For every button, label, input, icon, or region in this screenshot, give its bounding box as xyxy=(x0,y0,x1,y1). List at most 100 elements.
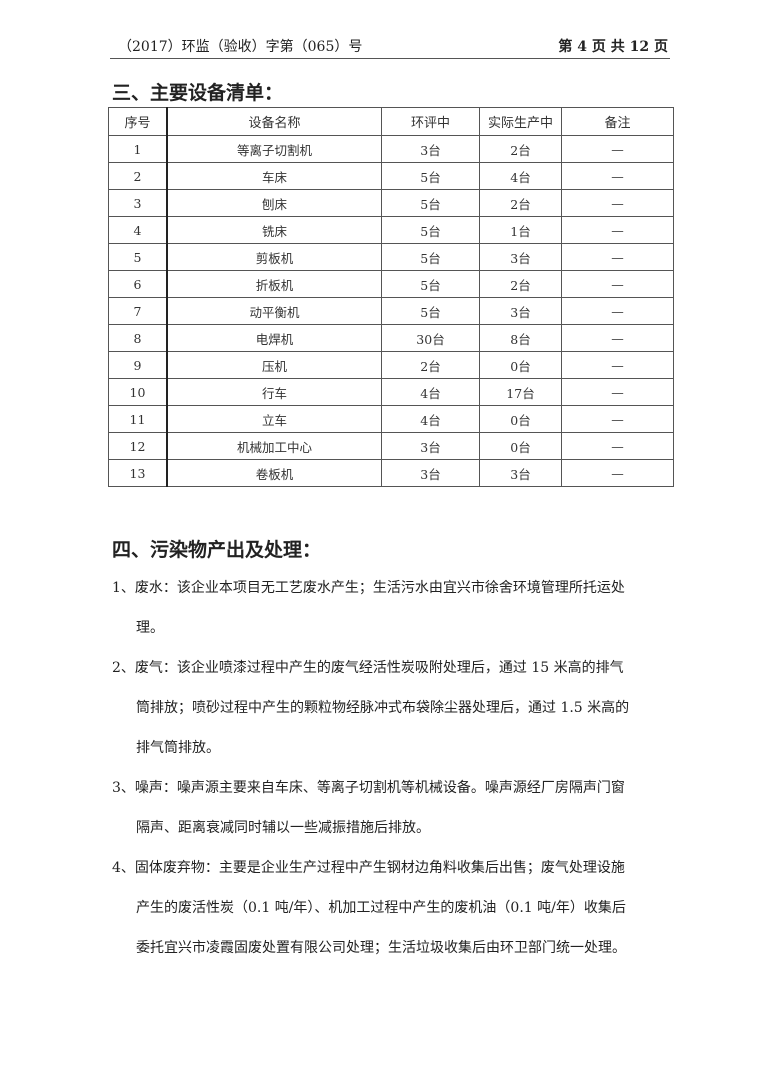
column-header: 实际生产中 xyxy=(479,107,562,136)
table-row: 1 等离子切割机 3台 2台 — xyxy=(108,135,674,163)
table-cell: 4 xyxy=(108,216,168,244)
table-cell: 剪板机 xyxy=(166,243,382,271)
table-cell: 5台 xyxy=(381,162,480,190)
table-cell: 3台 xyxy=(381,135,480,163)
table-cell: — xyxy=(561,270,674,298)
table-cell: 5台 xyxy=(381,243,480,271)
table-cell: 12 xyxy=(108,432,168,460)
table-cell: 17台 xyxy=(479,378,562,406)
paragraph-line: 3、噪声：噪声源主要来自车床、等离子切割机等机械设备。噪声源经厂房隔声门窗 xyxy=(112,780,625,796)
column-header: 环评中 xyxy=(381,107,480,136)
table-cell: 电焊机 xyxy=(166,324,382,352)
table-cell: — xyxy=(561,432,674,460)
table-cell: — xyxy=(561,243,674,271)
table-cell: 4台 xyxy=(479,162,562,190)
table-row: 13 卷板机 3台 3台 — xyxy=(108,459,674,487)
paragraph-line: 排气筒排放。 xyxy=(136,740,220,756)
table-row: 5 剪板机 5台 3台 — xyxy=(108,243,674,271)
table-cell: 0台 xyxy=(479,432,562,460)
table-cell: 6 xyxy=(108,270,168,298)
table-cell: 4台 xyxy=(381,378,480,406)
table-row: 11 立车 4台 0台 — xyxy=(108,405,674,433)
table-row: 3 刨床 5台 2台 — xyxy=(108,189,674,217)
table-row: 7 动平衡机 5台 3台 — xyxy=(108,297,674,325)
table-cell: 0台 xyxy=(479,351,562,379)
table-cell: 30台 xyxy=(381,324,480,352)
table-cell: 车床 xyxy=(166,162,382,190)
table-cell: 7 xyxy=(108,297,168,325)
table-cell: — xyxy=(561,189,674,217)
table-cell: 3 xyxy=(108,189,168,217)
table-row: 4 铣床 5台 1台 — xyxy=(108,216,674,244)
table-cell: — xyxy=(561,324,674,352)
column-header: 序号 xyxy=(108,107,168,136)
table-cell: 1台 xyxy=(479,216,562,244)
section4-title: 四、污染物产出及处理： xyxy=(112,539,322,561)
table-cell: 8台 xyxy=(479,324,562,352)
table-cell: 5台 xyxy=(381,189,480,217)
table-cell: 2 xyxy=(108,162,168,190)
table-cell: — xyxy=(561,216,674,244)
table-cell: 3台 xyxy=(479,459,562,487)
table-cell: 铣床 xyxy=(166,216,382,244)
table-cell: 2台 xyxy=(479,135,562,163)
table-cell: 10 xyxy=(108,378,168,406)
table-cell: — xyxy=(561,351,674,379)
pollutant-item: 1、废水：该企业本项目无工艺废水产生；生活污水由宜兴市徐舍环境管理所托运处理。 xyxy=(112,568,682,648)
table-cell: — xyxy=(561,378,674,406)
table-cell: 1 xyxy=(108,135,168,163)
paragraph-line: 理。 xyxy=(136,620,164,636)
paragraph-line: 2、废气：该企业喷漆过程中产生的废气经活性炭吸附处理后，通过 15 米高的排气 xyxy=(112,660,624,676)
column-header: 设备名称 xyxy=(166,107,382,136)
table-cell: — xyxy=(561,459,674,487)
paragraph-line: 1、废水：该企业本项目无工艺废水产生；生活污水由宜兴市徐舍环境管理所托运处 xyxy=(112,580,625,596)
table-cell: 13 xyxy=(108,459,168,487)
table-cell: 0台 xyxy=(479,405,562,433)
paragraph-line: 隔声、距离衰减同时辅以一些减振措施后排放。 xyxy=(136,820,430,836)
table-cell: 5 xyxy=(108,243,168,271)
table-cell: 3台 xyxy=(479,297,562,325)
table-cell: 行车 xyxy=(166,378,382,406)
table-cell: 2台 xyxy=(479,270,562,298)
table-row: 9 压机 2台 0台 — xyxy=(108,351,674,379)
table-cell: 9 xyxy=(108,351,168,379)
equipment-table: 序号 设备名称 环评中 实际生产中 备注 1 等离子切割机 3台 2台 —2 车床 5台 4台 —3 刨床… xyxy=(108,107,674,487)
table-cell: 8 xyxy=(108,324,168,352)
pollutant-item: 4、固体废弃物：主要是企业生产过程中产生钢材边角料收集后出售；废气处理设施产生的… xyxy=(112,848,682,968)
table-cell: 2台 xyxy=(381,351,480,379)
table-row: 8 电焊机 30台 8台 — xyxy=(108,324,674,352)
table-row: 6 折板机 5台 2台 — xyxy=(108,270,674,298)
table-cell: 立车 xyxy=(166,405,382,433)
table-header-row: 序号 设备名称 环评中 实际生产中 备注 xyxy=(108,107,674,136)
table-cell: 等离子切割机 xyxy=(166,135,382,163)
table-cell: 机械加工中心 xyxy=(166,432,382,460)
pollutant-item: 2、废气：该企业喷漆过程中产生的废气经活性炭吸附处理后，通过 15 米高的排气筒… xyxy=(112,648,682,768)
paragraph-line: 产生的废活性炭（0.1 吨/年）、机加工过程中产生的废机油（0.1 吨/年）收集… xyxy=(136,900,626,916)
table-cell: — xyxy=(561,135,674,163)
table-cell: 压机 xyxy=(166,351,382,379)
table-cell: — xyxy=(561,405,674,433)
paragraph-line: 委托宜兴市凌霞固废处置有限公司处理；生活垃圾收集后由环卫部门统一处理。 xyxy=(136,940,626,956)
table-cell: — xyxy=(561,297,674,325)
document-number: （2017）环监（验收）字第（065）号 xyxy=(118,39,363,55)
table-cell: 4台 xyxy=(381,405,480,433)
table-cell: 2台 xyxy=(479,189,562,217)
table-row: 12 机械加工中心 3台 0台 — xyxy=(108,432,674,460)
table-cell: 3台 xyxy=(381,459,480,487)
table-cell: — xyxy=(561,162,674,190)
table-row: 2 车床 5台 4台 — xyxy=(108,162,674,190)
paragraph-line: 4、固体废弃物：主要是企业生产过程中产生钢材边角料收集后出售；废气处理设施 xyxy=(112,860,625,876)
table-cell: 5台 xyxy=(381,297,480,325)
table-cell: 3台 xyxy=(479,243,562,271)
column-header: 备注 xyxy=(561,107,674,136)
table-cell: 折板机 xyxy=(166,270,382,298)
table-cell: 5台 xyxy=(381,270,480,298)
page-info: 第 4 页 共 12 页 xyxy=(558,39,668,55)
paragraph-line: 筒排放；喷砂过程中产生的颗粒物经脉冲式布袋除尘器处理后，通过 1.5 米高的 xyxy=(136,700,630,716)
table-cell: 11 xyxy=(108,405,168,433)
table-cell: 动平衡机 xyxy=(166,297,382,325)
table-row: 10 行车 4台 17台 — xyxy=(108,378,674,406)
section3-title: 三、主要设备清单： xyxy=(112,82,284,104)
header-divider xyxy=(110,58,670,59)
table-cell: 刨床 xyxy=(166,189,382,217)
